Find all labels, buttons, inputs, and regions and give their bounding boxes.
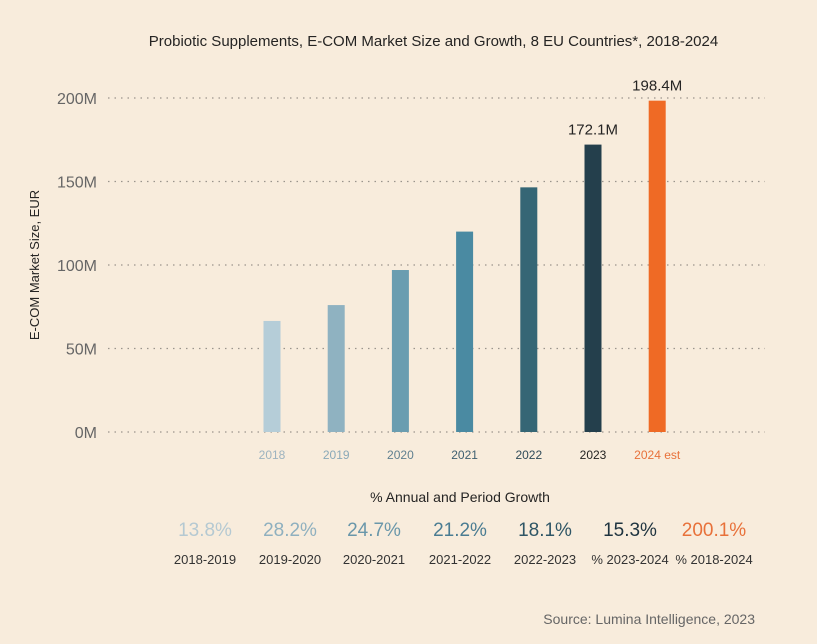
bar xyxy=(263,320,281,432)
growth-item: 200.1% % 2018-2024 xyxy=(669,520,759,567)
growth-item: 21.2% 2021-2022 xyxy=(415,520,505,567)
growth-value: 18.1% xyxy=(518,520,572,541)
growth-item: 24.7% 2020-2021 xyxy=(329,520,419,567)
y-axis-label: E-COM Market Size, EUR xyxy=(27,190,42,340)
growth-value: 21.2% xyxy=(433,520,487,541)
x-tick-label: 2022 xyxy=(515,448,542,462)
growth-value: 13.8% xyxy=(178,520,232,541)
bar xyxy=(648,100,666,432)
bar-chart: 0M 50M 100M 150M 200M E-COM Market Size, EUR 2… xyxy=(27,78,765,462)
growth-value: 28.2% xyxy=(263,520,317,541)
chart-title: Probiotic Supplements, E-COM Market Size… xyxy=(148,33,719,50)
growth-period-label: 2020-2021 xyxy=(342,552,406,567)
y-tick-label: 200M xyxy=(57,91,97,108)
bar xyxy=(584,144,602,432)
growth-item: 15.3% % 2023-2024 xyxy=(585,520,675,567)
growth-period-label: 2021-2022 xyxy=(428,552,492,567)
y-tick-label: 0M xyxy=(75,425,97,442)
bar xyxy=(327,305,345,432)
growth-period-label: 2019-2020 xyxy=(258,552,322,567)
growth-title: % Annual and Period Growth xyxy=(370,489,550,505)
data-label: 198.4M xyxy=(632,78,682,95)
growth-item: 13.8% 2018-2019 xyxy=(160,520,250,567)
x-tick-label: 2021 xyxy=(451,448,478,462)
source-note: Source: Lumina Intelligence, 2023 xyxy=(543,611,755,627)
y-tick-label: 100M xyxy=(57,258,97,275)
bar xyxy=(456,231,474,432)
growth-period-label: 2022-2023 xyxy=(513,552,577,567)
x-tick-label: 2023 xyxy=(580,448,607,462)
bar xyxy=(391,270,409,432)
growth-value: 24.7% xyxy=(347,520,401,541)
growth-period-label: % 2023-2024 xyxy=(591,552,669,567)
bar xyxy=(520,187,538,432)
growth-value: 200.1% xyxy=(681,520,747,541)
growth-value: 15.3% xyxy=(603,520,657,541)
y-tick-label: 50M xyxy=(66,342,97,359)
x-tick-label: 2019 xyxy=(323,448,350,462)
data-label: 172.1M xyxy=(568,122,618,139)
x-tick-label: 2020 xyxy=(387,448,414,462)
x-tick-label: 2024 est xyxy=(634,448,681,462)
growth-period-label: 2018-2019 xyxy=(173,552,237,567)
y-tick-label: 150M xyxy=(57,175,97,192)
growth-item: 18.1% 2022-2023 xyxy=(500,520,590,567)
x-tick-label: 2018 xyxy=(259,448,286,462)
growth-period-label: % 2018-2024 xyxy=(675,552,753,567)
growth-item: 28.2% 2019-2020 xyxy=(245,520,335,567)
